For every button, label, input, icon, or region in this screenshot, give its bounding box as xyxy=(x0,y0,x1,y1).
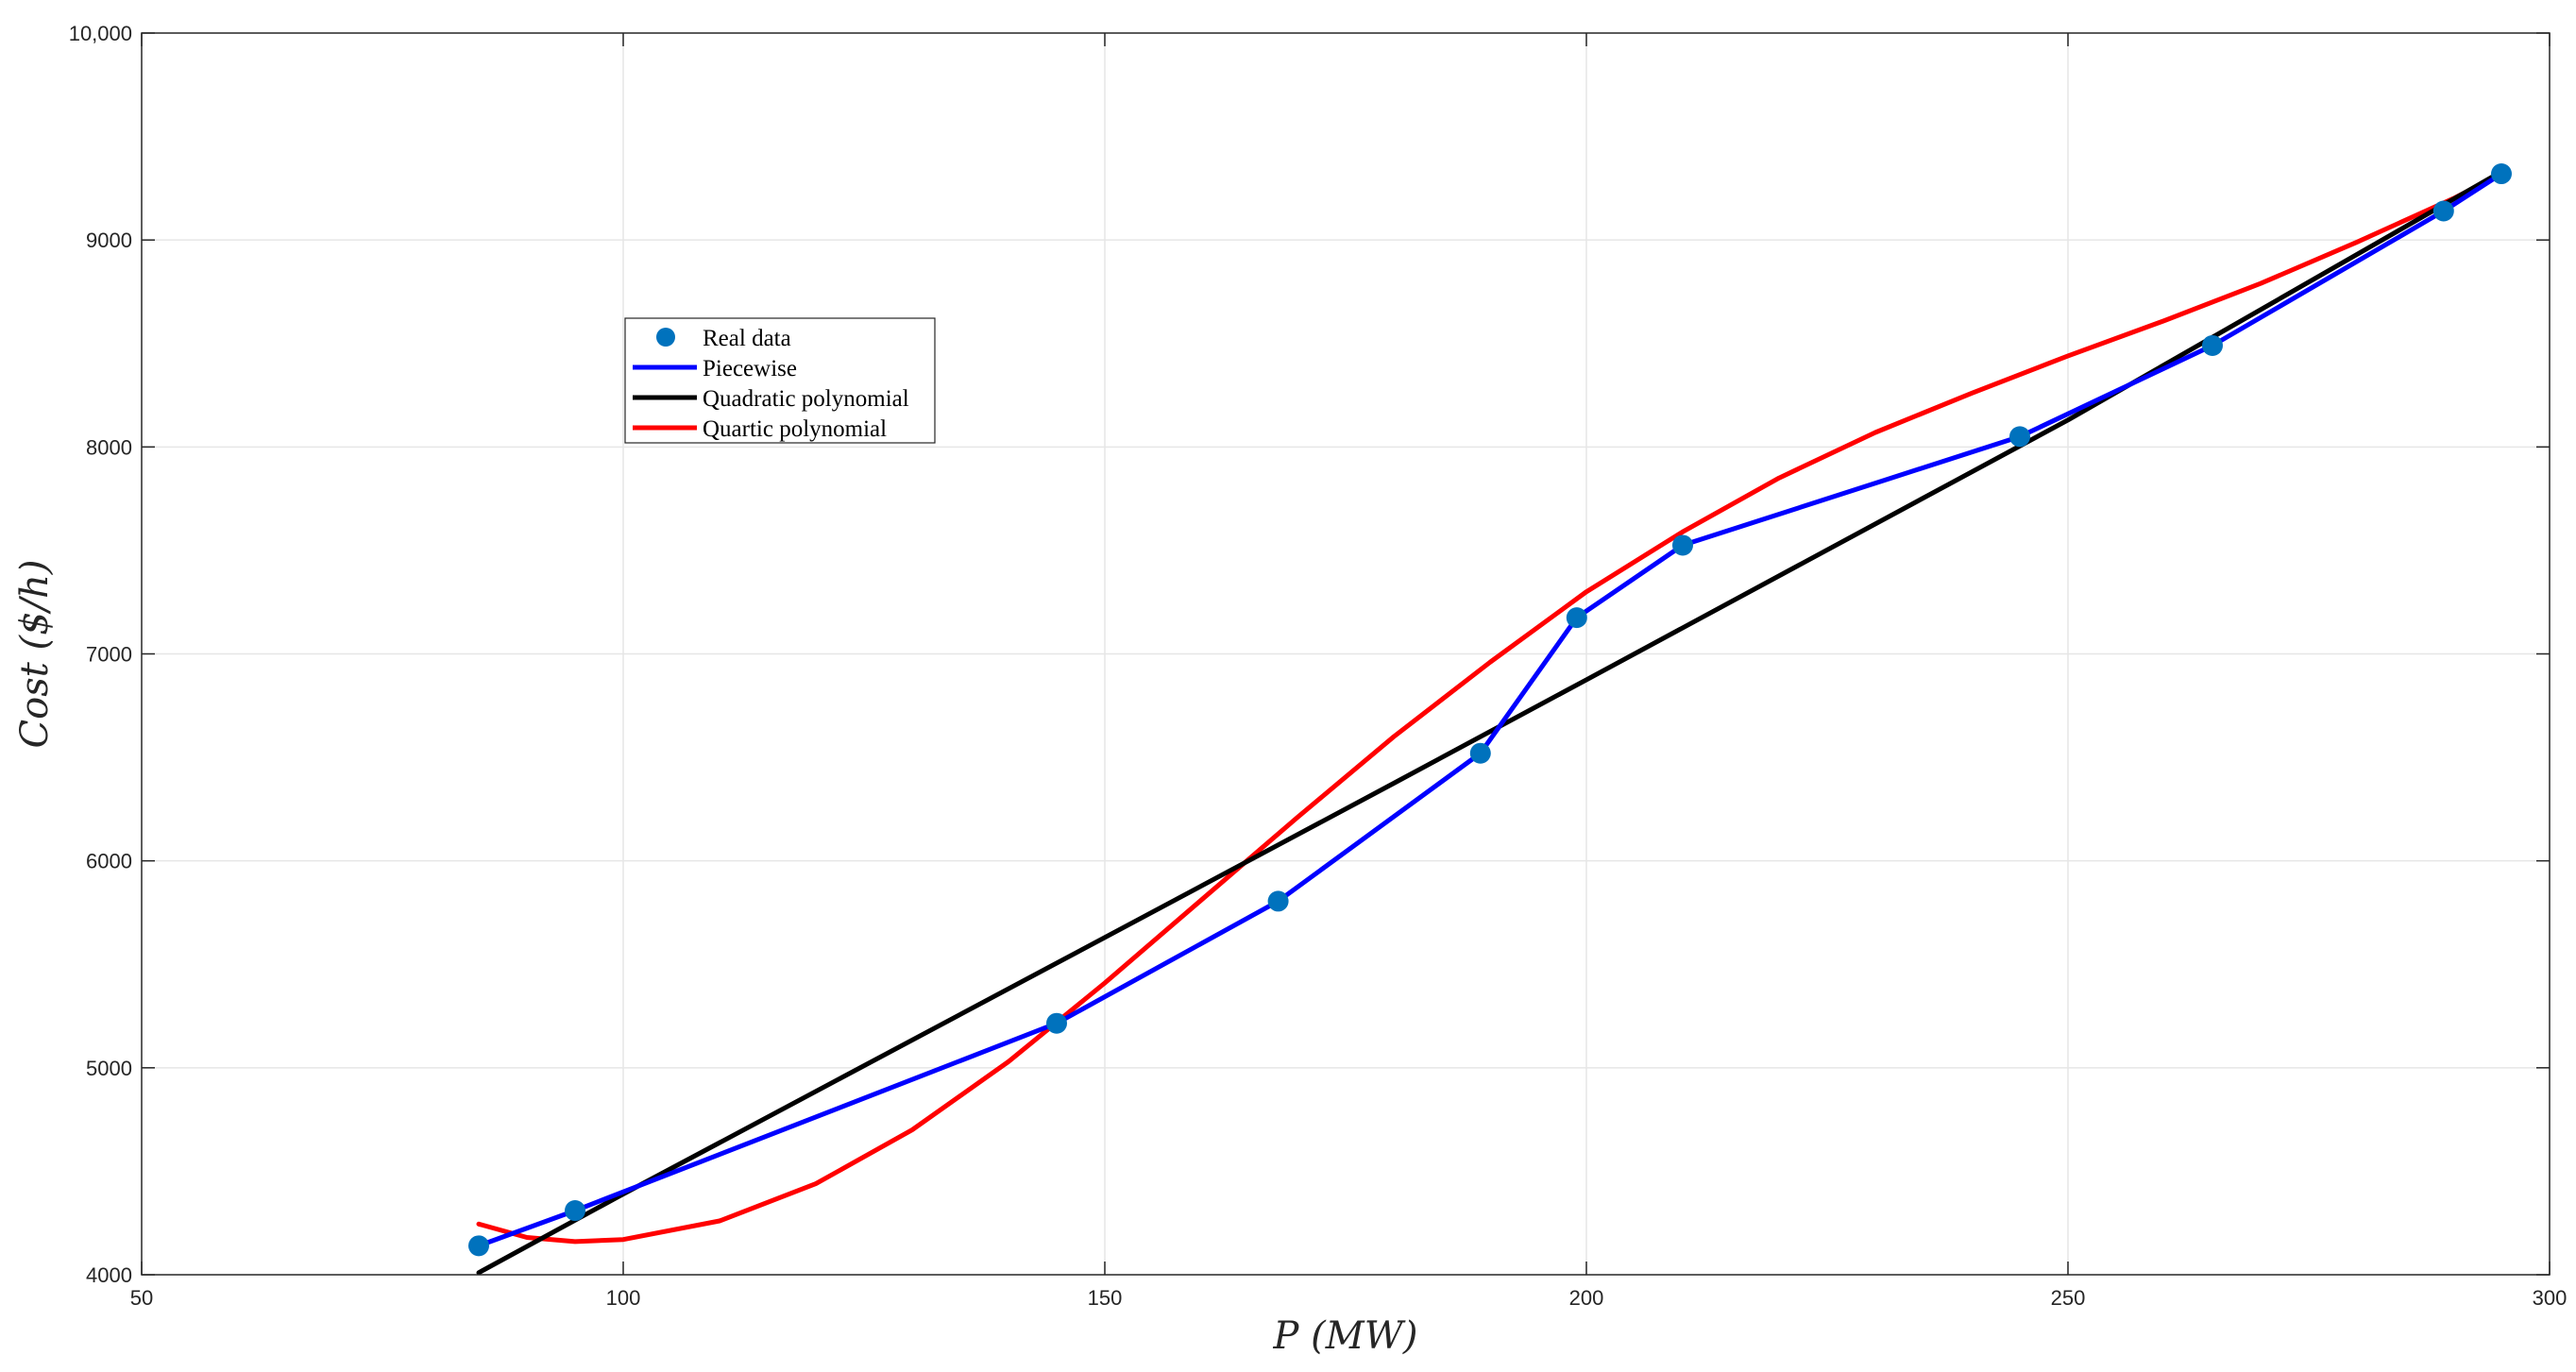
y-axis-title: Cost ($/h) xyxy=(13,560,57,749)
x-tick-label: 200 xyxy=(1569,1286,1604,1310)
real-data-point xyxy=(1566,607,1587,629)
x-axis-title: P (MW) xyxy=(1273,1314,1418,1358)
series-layer xyxy=(468,163,2512,1276)
x-tick-label: 250 xyxy=(2051,1286,2086,1310)
legend-box xyxy=(624,317,936,444)
y-tick-label: 4000 xyxy=(86,1263,132,1287)
y-tick-label: 7000 xyxy=(86,643,132,667)
real-data-point xyxy=(1672,534,1693,556)
legend-label-quartic-polynomial: Quartic polynomial xyxy=(703,416,887,442)
y-tick-label: 10,000 xyxy=(69,22,132,45)
x-tick-label: 150 xyxy=(1088,1286,1123,1310)
legend-label-quadratic-polynomial: Quadratic polynomial xyxy=(703,386,909,412)
real-data-point xyxy=(468,1235,489,1257)
real-data-point xyxy=(2202,334,2223,356)
x-tick-label: 300 xyxy=(2533,1286,2568,1310)
real-data-point xyxy=(1469,742,1491,764)
quartic-polynomial-line xyxy=(476,171,2504,1245)
x-tick-label: 50 xyxy=(130,1286,153,1310)
legend-marker-real-data xyxy=(656,328,675,347)
real-data-point xyxy=(2009,426,2030,448)
legend: Real data Piecewise Quadratic polynomial Qu… xyxy=(624,317,936,444)
real-data-point xyxy=(2491,163,2512,185)
legend-label-real-data: Real data xyxy=(703,326,791,351)
y-tick-label: 8000 xyxy=(86,435,132,459)
real-data-point xyxy=(1267,890,1289,912)
y-tick-label: 9000 xyxy=(86,229,132,252)
real-data-point xyxy=(1046,1012,1067,1034)
grid-layer xyxy=(142,33,2550,1275)
real-data-point xyxy=(2432,200,2454,222)
y-tick-label: 5000 xyxy=(86,1057,132,1080)
real-data-point xyxy=(565,1200,585,1222)
y-tick-label: 6000 xyxy=(86,850,132,873)
legend-label-piecewise: Piecewise xyxy=(703,356,797,381)
x-tick-label: 100 xyxy=(606,1286,641,1310)
tick-layer: 50 100 150 200 250 300 4000 5000 6000 7000 8000 900… xyxy=(69,22,2568,1310)
